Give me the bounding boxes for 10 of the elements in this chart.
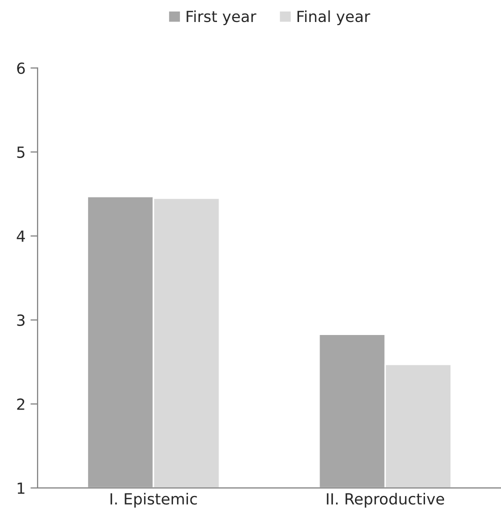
y-tick-label: 5 <box>17 146 24 158</box>
x-tick-label: II. Reproductive <box>326 492 444 508</box>
legend-label: Final year <box>298 10 370 26</box>
y-tick-label: 1 <box>18 482 24 494</box>
y-tick-label: 2 <box>17 398 24 410</box>
y-tick-label: 6 <box>17 62 25 74</box>
y-tick-label: 3 <box>17 314 25 326</box>
x-tick-label: I. Epistemic <box>110 492 197 508</box>
y-tick-label: 4 <box>16 230 25 242</box>
legend-label: First year <box>186 10 256 26</box>
